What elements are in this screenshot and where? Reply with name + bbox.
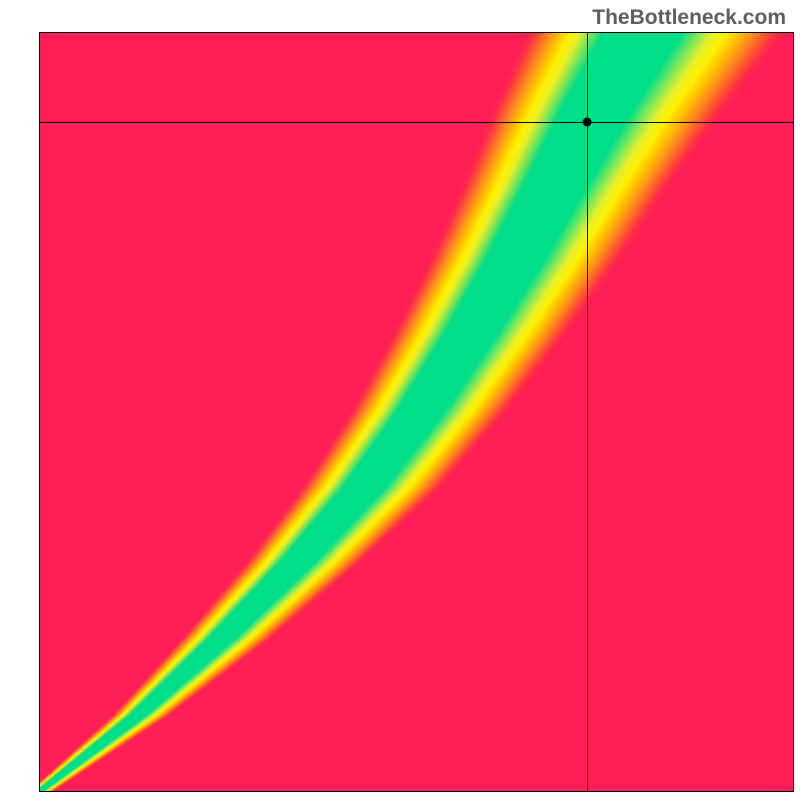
bottleneck-heatmap-plot	[39, 32, 794, 792]
heatmap-canvas	[40, 33, 793, 791]
watermark-text: TheBottleneck.com	[592, 6, 786, 30]
crosshair-vertical	[587, 33, 588, 791]
crosshair-marker	[583, 117, 592, 126]
crosshair-horizontal	[40, 122, 793, 123]
